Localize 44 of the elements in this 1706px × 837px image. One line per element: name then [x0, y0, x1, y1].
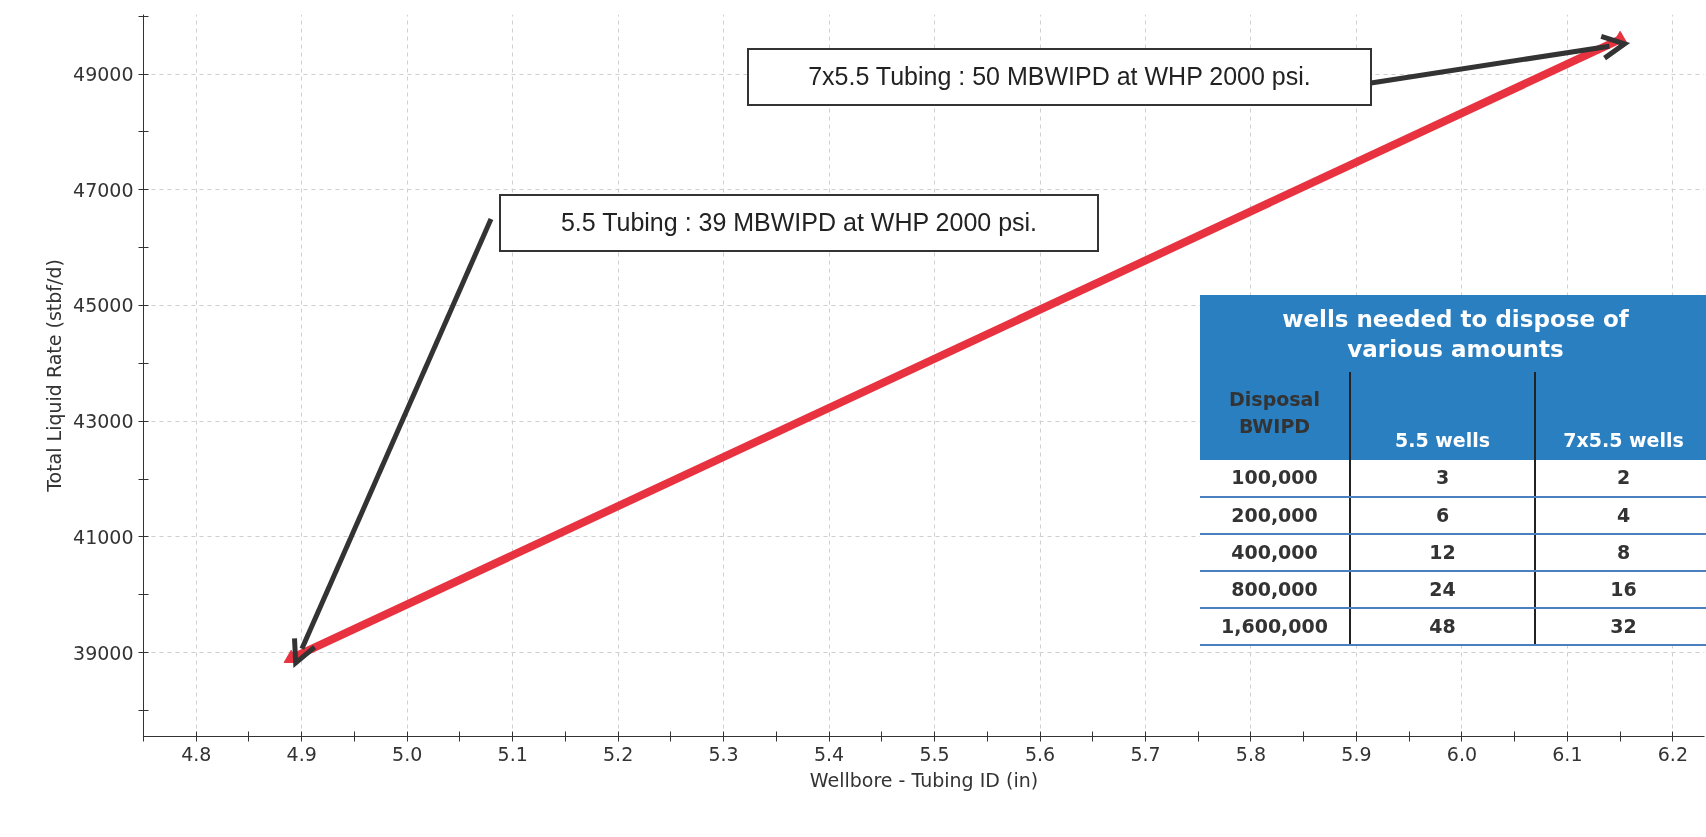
annotation: 4	[1535, 497, 1706, 534]
x-tick-label: 5.6	[1024, 742, 1056, 765]
annotation: 12	[1350, 534, 1535, 571]
y-tick-label: 39000	[73, 641, 134, 664]
y-axis-title: Total Liquid Rate (stbf/d)	[43, 259, 66, 493]
annotation: 48	[1350, 608, 1535, 645]
x-tick-label: 6.2	[1657, 742, 1688, 765]
annotation: 16	[1535, 571, 1706, 608]
x-tick-label: 5.2	[603, 742, 634, 765]
annotation: wells needed to dispose of various amounts	[1200, 295, 1706, 372]
annotation: 400,000	[1200, 534, 1350, 571]
annotation: 7x5.5 wells	[1535, 372, 1706, 460]
x-tick-label: 5.5	[919, 742, 950, 765]
y-tick-label: 43000	[73, 410, 134, 433]
annotation: 100,000	[1200, 460, 1350, 497]
annotation: 3	[1350, 460, 1535, 497]
x-tick-label: 5.9	[1341, 742, 1372, 765]
x-tick-label: 5.8	[1235, 742, 1267, 765]
annotation: 5.5 wells	[1350, 372, 1535, 460]
x-tick-label: 6.0	[1446, 742, 1478, 765]
y-tick-label: 49000	[73, 63, 134, 86]
x-tick-label: 5.4	[813, 742, 845, 765]
annotation: 32	[1535, 608, 1706, 645]
x-tick-label: 6.1	[1552, 742, 1583, 765]
x-tick-label: 4.9	[286, 742, 317, 765]
x-tick-label: 5.1	[497, 742, 528, 765]
annotation: 7x5.5 Tubing : 50 MBWIPD at WHP 2000 psi.	[808, 61, 1311, 90]
x-tick-label: 5.7	[1130, 742, 1161, 765]
y-tick-label: 45000	[73, 294, 134, 317]
x-tick-label: 5.0	[392, 742, 423, 765]
annotation: 1,600,000	[1200, 608, 1350, 645]
annotation: 5.5 Tubing : 39 MBWIPD at WHP 2000 psi.	[560, 207, 1038, 236]
annotation: 8	[1535, 534, 1706, 571]
x-axis-title: Wellbore - Tubing ID (in)	[809, 768, 1039, 791]
x-tick-label: 5.3	[708, 742, 739, 765]
x-tick-label: 4.8	[181, 742, 212, 765]
annotation: 6	[1350, 497, 1535, 534]
y-tick-label: 41000	[73, 525, 134, 548]
annotation: Disposal BWIPD	[1200, 372, 1350, 460]
annotation: 200,000	[1200, 497, 1350, 534]
annotation: 2	[1535, 460, 1706, 497]
annotation: 24	[1350, 571, 1535, 608]
annotation: 800,000	[1200, 571, 1350, 608]
y-tick-label: 47000	[73, 178, 134, 201]
